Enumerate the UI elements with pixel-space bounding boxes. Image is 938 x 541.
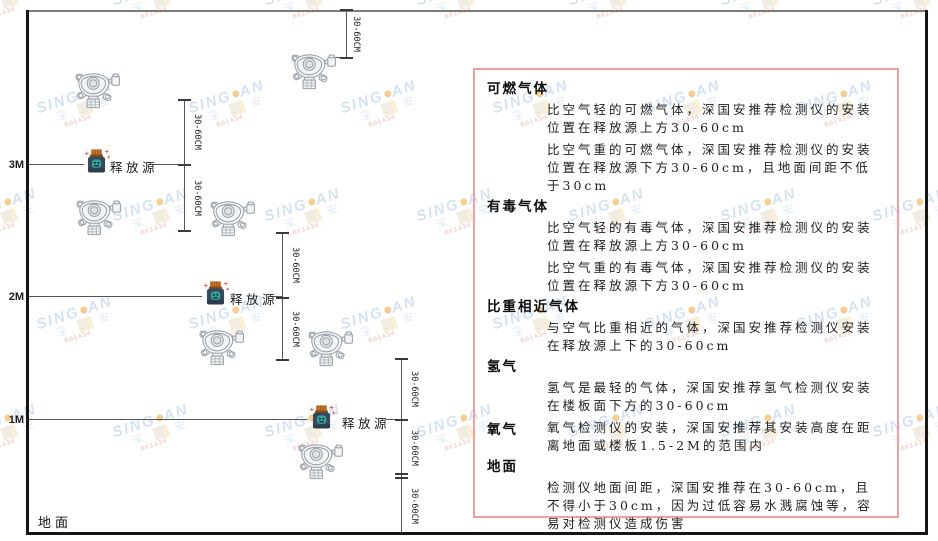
left-wall-line	[26, 10, 29, 535]
dimension-break-tick	[395, 477, 408, 479]
gas-detector-icon	[75, 70, 121, 115]
release-source-label: 释放源	[110, 160, 159, 175]
dimension-tick	[340, 9, 353, 11]
dimension-value-label: 30-60CM	[409, 371, 419, 407]
dimension-value-label: 30-60CM	[192, 114, 202, 150]
dimension-tick	[395, 358, 408, 360]
guide-line	[331, 57, 347, 58]
dimension-tick	[395, 419, 408, 421]
guide-line	[270, 296, 282, 297]
dimension-value-label: 30-60CM	[290, 311, 300, 347]
panel-section-heading: 有毒气体	[487, 199, 549, 215]
height-label-2m: 2M	[8, 291, 24, 303]
gas-detector-icon	[308, 328, 354, 373]
panel-section-4: 氧气 氧气检测仪的安装，深国安推荐其安装高度在距离地面或楼板1.5-2M的范围内	[487, 419, 878, 455]
guide-line	[385, 419, 401, 420]
dimension-tick	[340, 57, 353, 59]
panel-paragraph: 比空气轻的有毒气体，深国安推荐检测仪的安装位置在释放源上方30-60cm	[547, 220, 873, 253]
guide-line	[29, 296, 202, 297]
panel-paragraph: 检测仪地面间距，深国安推荐在30-60cm，且不得小于30cm，因为过低容易水溅…	[547, 480, 873, 531]
release-source-label: 释放源	[342, 416, 391, 431]
guide-line	[29, 419, 308, 420]
panel-paragraph: 比空气轻的可燃气体，深国安推荐检测仪的安装位置在释放源上方30-60cm	[547, 102, 873, 135]
panel-section-heading: 可燃气体	[487, 81, 549, 97]
panel-section-3: 氢气氢气是最轻的气体，深国安推荐氢气检测仪安装在楼板面下方的30-60cm	[487, 359, 878, 415]
panel-paragraph: 氢气是最轻的气体，深国安推荐氢气检测仪安装在楼板面下方的30-60cm	[547, 380, 873, 413]
guideline-panel-body: 可燃气体比空气轻的可燃气体，深国安推荐检测仪的安装位置在释放源上方30-60cm…	[487, 81, 878, 533]
guide-line	[29, 164, 84, 165]
panel-section-heading: 氢气	[487, 359, 518, 375]
panel-paragraph: 比空气重的可燃气体，深国安推荐检测仪的安装位置在释放源下方30-60cm，且地面…	[547, 142, 873, 193]
panel-section-2: 比重相近气体与空气比重相近的气体，深国安推荐检测仪安装在释放源上下的30-60c…	[487, 299, 878, 355]
dimension-tick	[178, 164, 191, 166]
gas-detector-icon	[291, 51, 337, 96]
gas-detector-icon	[76, 197, 122, 242]
dimension-tick	[178, 230, 191, 232]
panel-section-heading: 比重相近气体	[487, 299, 580, 315]
guideline-panel: 可燃气体比空气轻的可燃气体，深国安推荐检测仪的安装位置在释放源上方30-60cm…	[473, 68, 899, 531]
right-wall-line	[925, 10, 928, 535]
panel-section-heading: 氧气	[487, 422, 518, 438]
dimension-line	[282, 233, 283, 360]
panel-paragraph: 比空气重的有毒气体，深国安推荐检测仪的安装位置在释放源下方30-60cm	[547, 260, 873, 293]
ground-label: 地面	[38, 516, 73, 531]
dimension-value-label: 30-60CM	[351, 16, 361, 52]
gas-detector-icon	[199, 327, 245, 372]
dimension-value-label: 30-60CM	[409, 488, 419, 524]
dimension-value-label: 30-60CM	[192, 180, 202, 216]
dimension-tick	[178, 99, 191, 101]
dimension-line	[401, 359, 402, 533]
dimension-break-tick	[395, 473, 408, 475]
dimension-value-label: 30-60CM	[409, 430, 419, 466]
dimension-value-label: 30-60CM	[290, 247, 300, 283]
panel-section-5: 地面检测仪地面间距，深国安推荐在30-60cm，且不得小于30cm，因为过低容易…	[487, 459, 878, 533]
guide-line	[152, 164, 184, 165]
gas-detector-icon	[210, 198, 256, 243]
release-source-icon	[308, 403, 335, 437]
height-label-1m: 1M	[8, 414, 24, 426]
ground-line	[26, 532, 928, 535]
panel-paragraph: 与空气比重相近的气体，深国安推荐检测仪安装在释放源上下的30-60cm	[547, 320, 873, 353]
dimension-line	[346, 10, 347, 58]
release-source-icon	[83, 147, 110, 181]
dimension-tick	[276, 359, 289, 361]
ceiling-line	[27, 10, 926, 12]
dimension-tick	[276, 232, 289, 234]
gas-detector-icon	[298, 441, 344, 486]
panel-section-0: 可燃气体比空气轻的可燃气体，深国安推荐检测仪的安装位置在释放源上方30-60cm…	[487, 81, 878, 195]
panel-section-1: 有毒气体比空气轻的有毒气体，深国安推荐检测仪的安装位置在释放源上方30-60cm…	[487, 199, 878, 295]
panel-paragraph: 氧气检测仪的安装，深国安推荐其安装高度在距离地面或楼板1.5-2M的范围内	[547, 420, 873, 453]
panel-section-heading: 地面	[487, 459, 518, 475]
dimension-tick	[276, 297, 289, 299]
height-label-3m: 3M	[8, 159, 24, 171]
release-source-icon	[202, 279, 229, 313]
release-source-label: 释放源	[230, 292, 279, 307]
